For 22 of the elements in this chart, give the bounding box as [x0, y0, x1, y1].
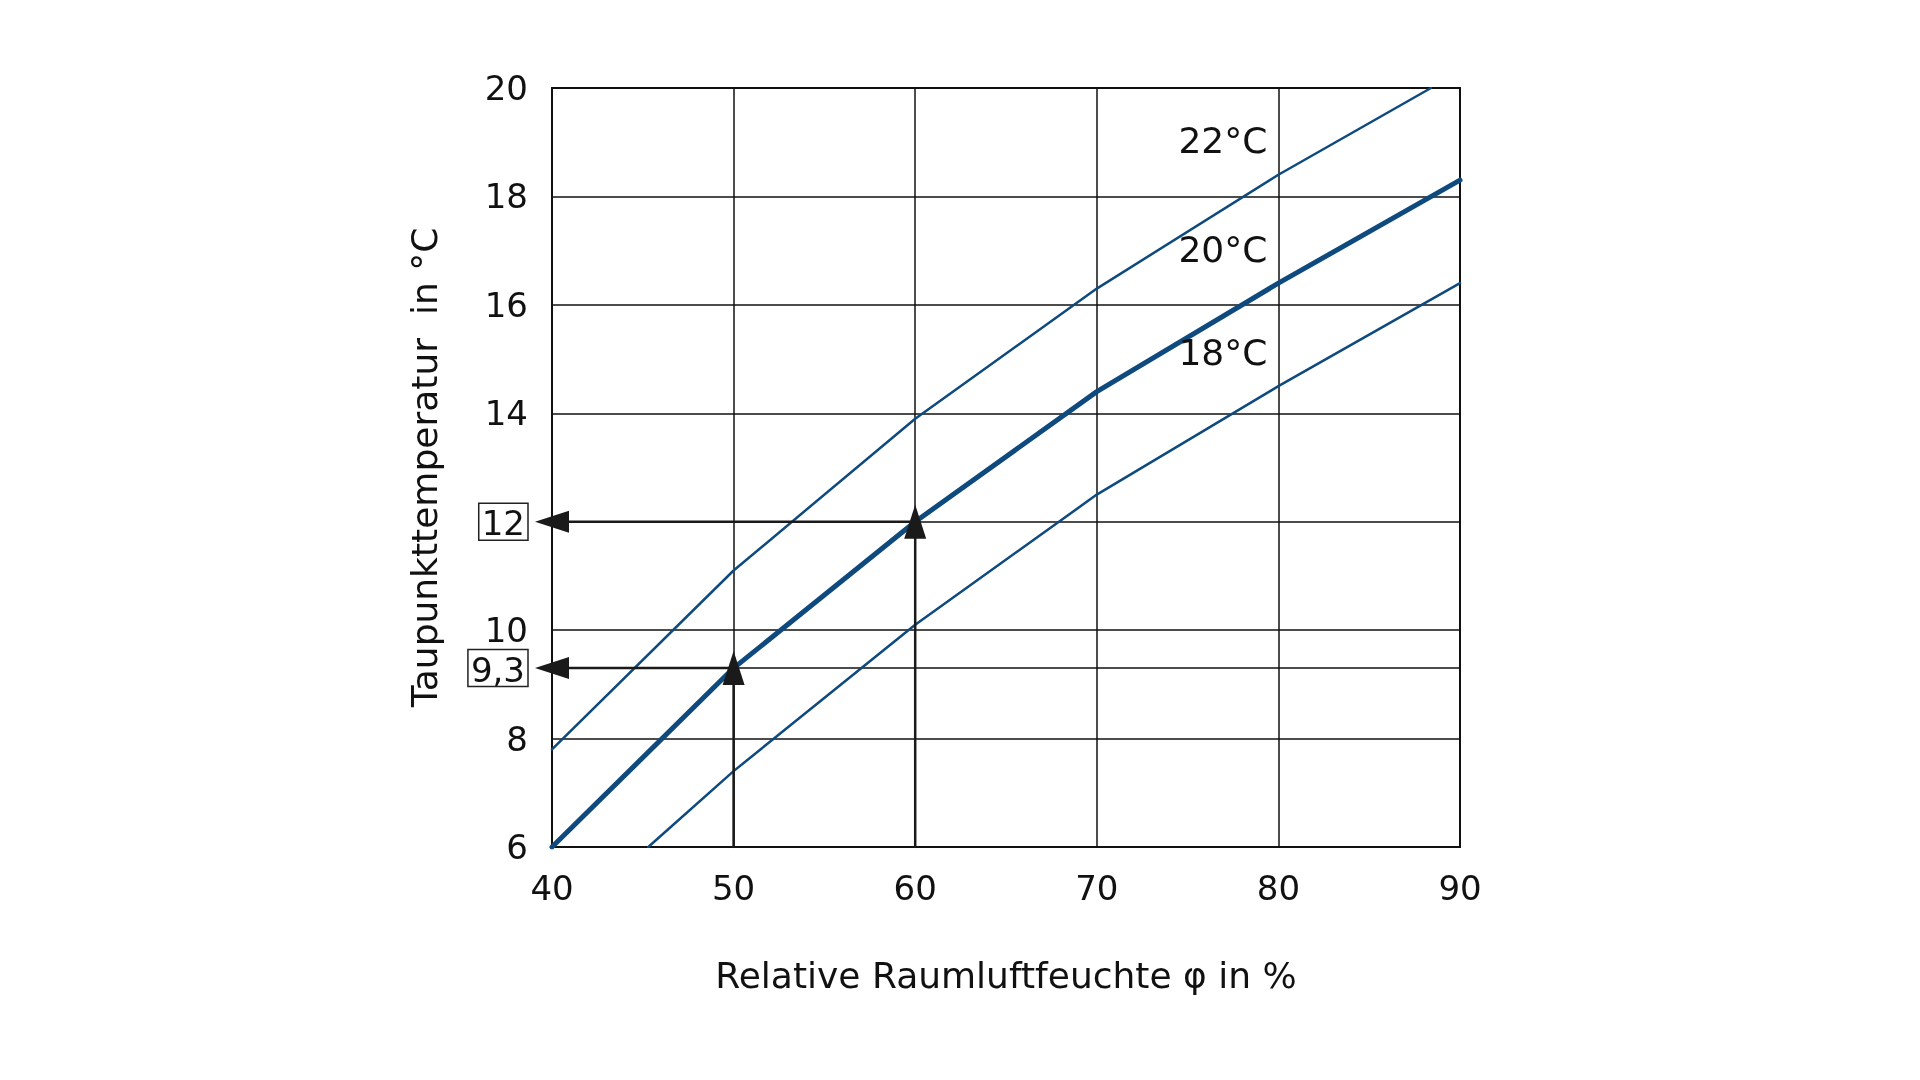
y-tick-label: 6 — [506, 827, 528, 867]
y-tick-label: 20 — [484, 68, 528, 108]
x-tick-label: 50 — [711, 868, 756, 908]
line-series — [647, 281, 1462, 849]
x-tick-label: 80 — [1256, 868, 1301, 908]
line-series — [550, 86, 1433, 751]
x-tick-label: 40 — [530, 868, 574, 908]
y-tick-label: 16 — [484, 284, 528, 325]
series-label: 20°C — [1178, 228, 1268, 270]
y-axis-title: Taupunkttemperatur in °C — [403, 227, 445, 709]
y-tick-label: 9,3 — [470, 649, 525, 690]
y-tick-label: 10 — [484, 610, 528, 651]
x-tick-label: 90 — [1438, 868, 1482, 908]
y-tick-label: 12 — [481, 503, 525, 544]
series-label: 18°C — [1178, 331, 1268, 373]
x-tick-label: 70 — [1075, 868, 1119, 908]
series-label: 22°C — [1178, 120, 1268, 162]
y-tick-label: 18 — [484, 176, 528, 217]
x-axis-title: Relative Raumluftfeuchte φ in % — [715, 954, 1297, 996]
x-tick-label: 60 — [893, 868, 937, 908]
y-tick-label: 14 — [484, 393, 528, 434]
y-tick-label: 8 — [506, 718, 528, 759]
